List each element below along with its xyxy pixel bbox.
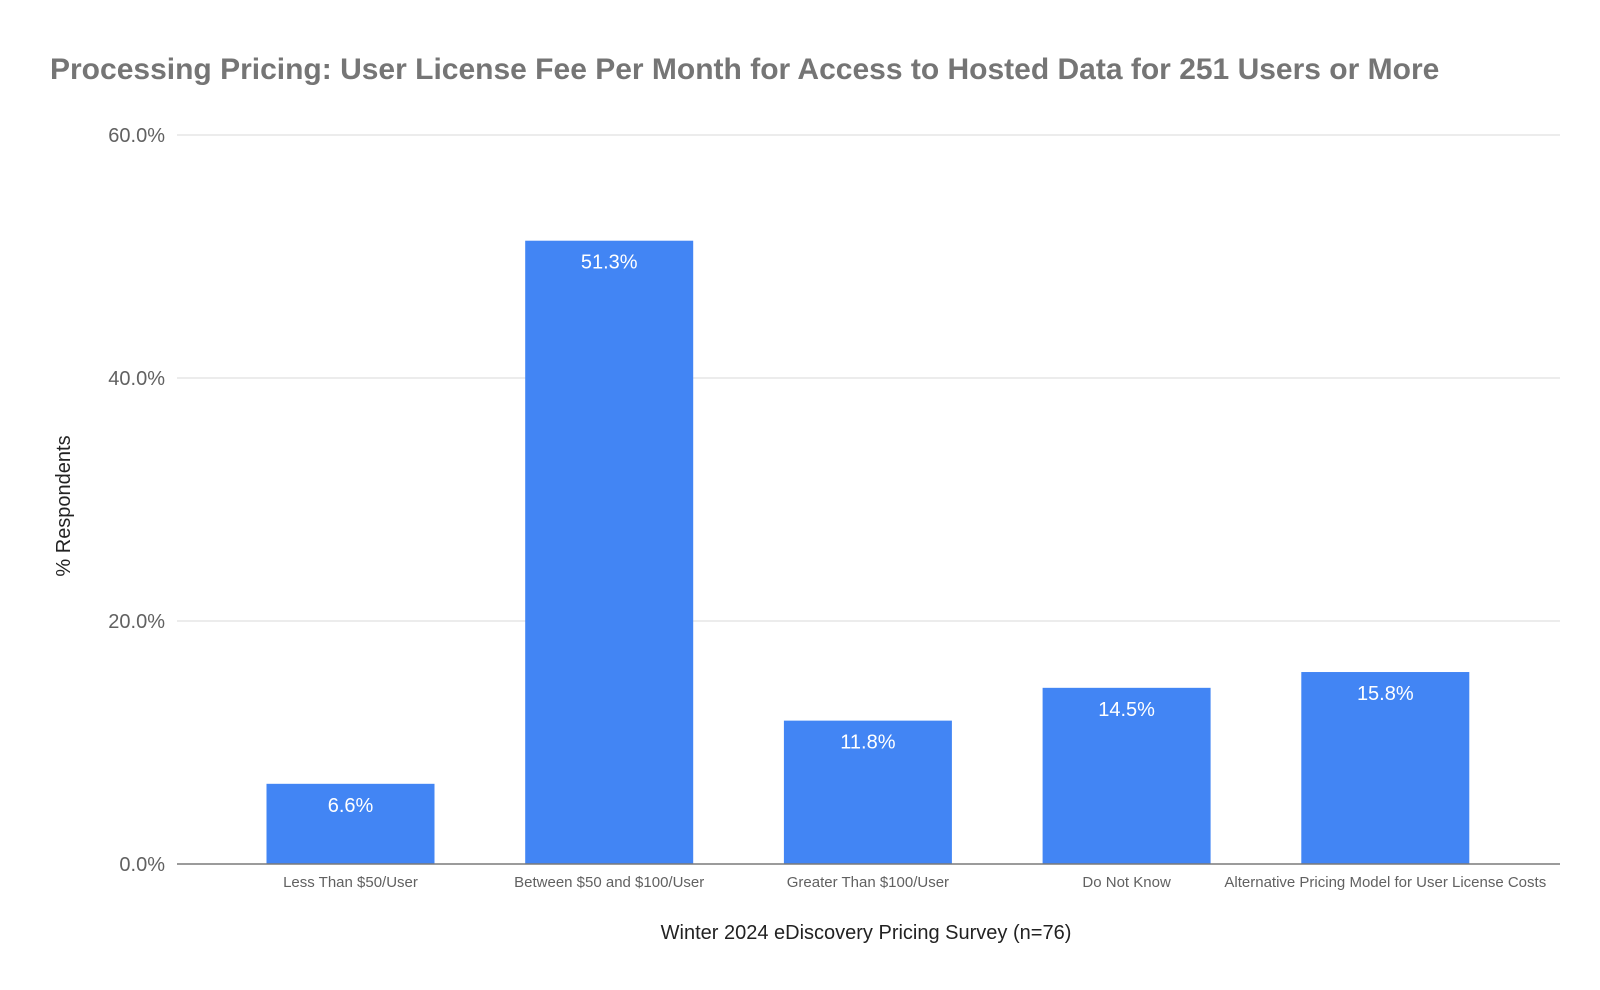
bar-data-label: 51.3% — [581, 252, 638, 274]
x-axis-title: Winter 2024 eDiscovery Pricing Survey (n… — [661, 922, 1072, 944]
x-axis-categories: Less Than $50/User Between $50 and $100/U… — [283, 874, 1546, 891]
y-axis-title: % Respondents — [53, 435, 75, 576]
data-labels: 6.6% 51.3% 11.8% 14.5% 15.8% — [328, 252, 1414, 817]
bar — [1301, 672, 1470, 864]
bar-data-label: 15.8% — [1357, 683, 1414, 705]
chart-title: Processing Pricing: User License Fee Per… — [50, 53, 1439, 86]
bar-data-label: 6.6% — [328, 795, 374, 817]
bar-data-label: 11.8% — [840, 732, 895, 754]
bar — [1042, 687, 1211, 864]
x-category-label: Between $50 and $100/User — [514, 874, 704, 891]
x-category-label: Less Than $50/User — [283, 874, 418, 891]
y-tick-label: 60.0% — [108, 125, 165, 147]
y-tick-label: 40.0% — [108, 368, 165, 390]
x-category-label: Do Not Know — [1082, 874, 1171, 891]
bar-data-label: 14.5% — [1098, 699, 1155, 721]
bar — [783, 720, 952, 864]
y-tick-label: 0.0% — [119, 854, 165, 876]
y-axis-ticks: 0.0% 20.0% 40.0% 60.0% — [108, 125, 165, 876]
bar — [525, 240, 694, 864]
y-tick-label: 20.0% — [108, 611, 165, 633]
bars — [266, 240, 1470, 864]
x-category-label: Greater Than $100/User — [787, 874, 949, 891]
bar — [266, 783, 435, 864]
gridlines — [177, 134, 1560, 622]
x-category-label: Alternative Pricing Model for User Licen… — [1224, 874, 1546, 891]
